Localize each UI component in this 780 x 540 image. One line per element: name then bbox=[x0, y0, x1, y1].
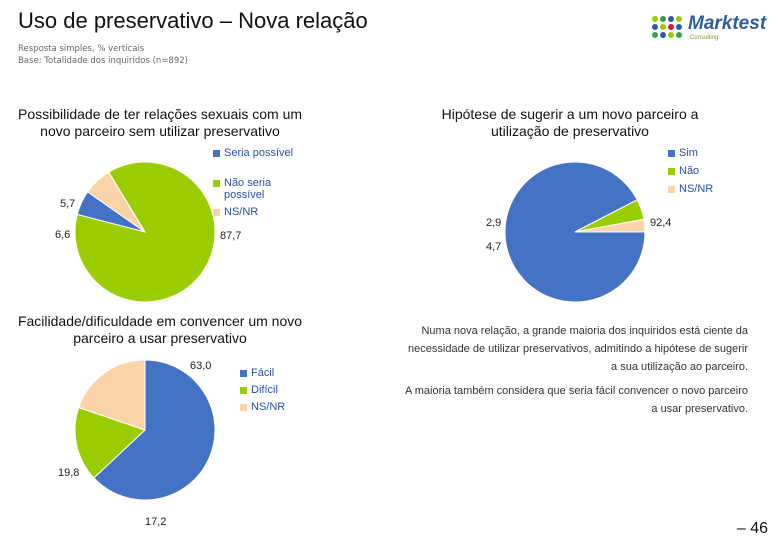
base-note: Base: Totalidade dos inquiridos (n=892) bbox=[18, 56, 188, 66]
chart1-legend-swatch-1 bbox=[213, 150, 220, 157]
response-type-note: Resposta simples, % verticais bbox=[18, 44, 145, 54]
note-paragraph-2: A maioria também considera que seria fác… bbox=[404, 385, 748, 415]
chart1-slice-3 bbox=[86, 171, 146, 233]
chart2-value-1: 92,4 bbox=[650, 217, 672, 229]
chart3-value-1: 63,0 bbox=[190, 360, 212, 372]
chart3-title: Facilidade/dificuldade em convencer um n… bbox=[17, 313, 303, 346]
chart3-value-3: 19,8 bbox=[58, 467, 80, 479]
note-paragraph-1: Numa nova relação, a grande maioria dos … bbox=[408, 325, 748, 373]
marktest-logo: Marktest Consulting bbox=[650, 13, 770, 48]
chart1-legend-swatch-2 bbox=[213, 180, 220, 187]
chart3-legend-swatch-1 bbox=[240, 370, 247, 377]
chart2-legend-1: Sim bbox=[679, 147, 698, 159]
page-number: – 46 bbox=[736, 520, 768, 537]
chart3-value-2: 17,2 bbox=[145, 516, 167, 528]
chart3-legend-3: NS/NR bbox=[251, 401, 286, 413]
chart3-slice-2 bbox=[74, 406, 146, 479]
chart2-legend-swatch-3 bbox=[668, 186, 675, 193]
chart3-slice-1 bbox=[93, 359, 216, 501]
chart1-value-1: 5,7 bbox=[60, 198, 76, 210]
chart2-legend-2: Não bbox=[679, 165, 700, 177]
chart2-title: Hipótese de sugerir a um novo parceiro a… bbox=[441, 106, 699, 139]
chart3-legend-2: Difícil bbox=[251, 384, 278, 396]
chart1-legend-3: NS/NR bbox=[224, 206, 259, 218]
chart3-slice-3 bbox=[78, 359, 146, 431]
chart3-legend-swatch-2 bbox=[240, 387, 247, 394]
chart1-title: Possibilidade de ter relações sexuais co… bbox=[17, 106, 303, 139]
chart2-pie bbox=[504, 161, 646, 303]
chart3-legend-swatch-3 bbox=[240, 404, 247, 411]
chart1-value-3: 6,6 bbox=[55, 229, 71, 241]
chart2-slice-3 bbox=[574, 218, 646, 233]
logo-subtext: Consulting bbox=[690, 35, 719, 41]
page-title: Uso de preservativo – Nova relação bbox=[18, 8, 368, 33]
chart1-value-2: 87,7 bbox=[220, 230, 242, 242]
chart1-legend-2: Não seria possível bbox=[224, 177, 272, 201]
chart1-legend-swatch-3 bbox=[213, 209, 220, 216]
chart2-value-2: 4,7 bbox=[486, 241, 502, 253]
chart1-pie bbox=[74, 161, 216, 303]
logo-text: Marktest bbox=[688, 13, 767, 34]
chart3-pie bbox=[74, 359, 216, 501]
chart3-legend-1: Fácil bbox=[251, 367, 275, 379]
chart2-legend-swatch-2 bbox=[668, 168, 675, 175]
chart2-legend-swatch-1 bbox=[668, 150, 675, 157]
chart2-value-3: 2,9 bbox=[486, 217, 502, 229]
chart2-legend-3: NS/NR bbox=[679, 183, 714, 195]
chart1-legend-1: Seria possível bbox=[224, 147, 294, 159]
